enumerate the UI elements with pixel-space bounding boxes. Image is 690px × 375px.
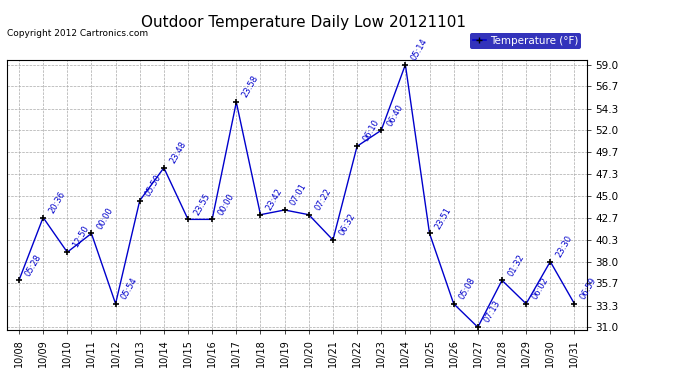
Text: Copyright 2012 Cartronics.com: Copyright 2012 Cartronics.com — [7, 29, 148, 38]
Text: 05:50: 05:50 — [144, 173, 164, 198]
Text: 00:00: 00:00 — [217, 192, 236, 217]
Text: 00:00: 00:00 — [96, 206, 115, 231]
Text: 05:54: 05:54 — [120, 276, 139, 301]
Text: 05:14: 05:14 — [410, 37, 429, 62]
Text: 12:50: 12:50 — [72, 224, 91, 249]
Text: 06:40: 06:40 — [386, 102, 405, 128]
Text: 07:01: 07:01 — [289, 182, 308, 207]
Text: 01:32: 01:32 — [506, 252, 526, 278]
Legend: Temperature (°F): Temperature (°F) — [470, 33, 581, 49]
Text: Outdoor Temperature Daily Low 20121101: Outdoor Temperature Daily Low 20121101 — [141, 15, 466, 30]
Text: 05:08: 05:08 — [458, 276, 477, 301]
Text: 06:02: 06:02 — [531, 276, 550, 301]
Text: 07:22: 07:22 — [313, 187, 333, 212]
Text: 07:13: 07:13 — [482, 299, 502, 324]
Text: 23:30: 23:30 — [555, 234, 574, 259]
Text: 06:10: 06:10 — [362, 118, 381, 144]
Text: 20:36: 20:36 — [48, 189, 67, 215]
Text: 23:55: 23:55 — [193, 191, 212, 217]
Text: 23:51: 23:51 — [434, 206, 453, 231]
Text: 05:28: 05:28 — [23, 252, 43, 278]
Text: 23:42: 23:42 — [265, 187, 284, 212]
Text: 06:32: 06:32 — [337, 212, 357, 237]
Text: 23:48: 23:48 — [168, 140, 188, 165]
Text: 06:59: 06:59 — [579, 276, 598, 301]
Text: 23:58: 23:58 — [241, 74, 260, 99]
